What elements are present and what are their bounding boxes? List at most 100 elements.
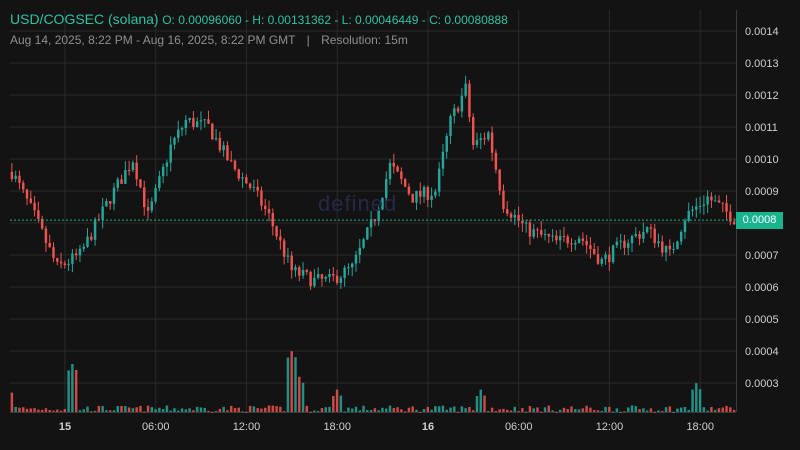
candle-body [471,117,475,145]
candle-body [494,152,498,170]
volume-bar [309,411,312,413]
volume-bar [328,406,331,412]
volume-bar [615,408,619,412]
volume-bar [229,405,233,412]
candle-body [173,137,176,145]
candle-body [536,229,539,231]
candle-body [286,255,290,257]
candle-body [67,263,70,265]
volume-bar [570,406,573,412]
candle-body [415,191,418,203]
volume-bar [339,395,343,412]
candle-body [233,160,237,170]
volume-bar [143,411,146,413]
candle-body [702,204,706,206]
volume-bar [702,407,706,412]
y-tick-label: 0.0011 [745,122,778,134]
pair-name[interactable]: USD/COGSEC (solana) [10,11,159,27]
candle-body [649,227,653,229]
volume-bar [608,406,611,412]
candle-body [362,239,365,248]
candle-body [630,236,634,244]
candle-body [301,270,305,276]
candle-body [581,238,585,241]
volume-bar [419,411,422,413]
candle-body [437,168,441,192]
volume-bar [596,410,600,412]
date-range: Aug 14, 2025, 8:22 PM - Aug 16, 2025, 8:… [10,33,296,47]
volume-bar [649,408,653,412]
candle-body [248,183,252,188]
volume-bar [487,411,490,413]
volume-bar [589,407,592,412]
candle-body [332,274,335,276]
x-tick-label: 18:00 [686,421,714,433]
volume-bar [471,410,475,412]
candle-body [86,236,89,247]
volume-bar [63,409,67,412]
candle-body [596,254,600,264]
volume-bar [437,406,441,412]
candle-body [638,234,641,239]
volume-bar [343,411,346,413]
volume-bar [298,376,301,412]
y-tick-label: 0.0014 [745,26,779,38]
candle-body [29,198,33,203]
candle-body [490,132,494,153]
volume-bar [581,408,585,412]
candle-body [316,274,320,278]
candle-body [279,236,282,241]
candle-body [434,191,437,196]
volume-bar [502,408,505,412]
volume-bar [600,410,603,412]
candle-body [10,171,14,179]
volume-bar [498,409,501,412]
candle-body [199,120,203,122]
volume-bar [717,408,721,412]
volume-bar [532,408,535,412]
candle-body [627,243,630,248]
candle-body [729,211,732,222]
candle-body [566,236,569,244]
candle-body [211,123,214,140]
candle-body [498,169,501,191]
candle-body [101,206,104,220]
volume-bar [124,406,127,412]
volume-bar [679,407,683,412]
candle-body [562,235,566,237]
resolution-label[interactable]: Resolution: 15m [321,33,408,47]
candle-body [74,253,78,256]
candle-body [611,245,615,263]
volume-bar [226,410,229,412]
volume-bar [400,409,403,412]
volume-bar [362,405,365,412]
volume-bar [521,408,524,412]
candle-body [59,261,63,264]
volume-bar [392,407,396,412]
volume-bar [653,411,656,413]
volume-bar [464,408,467,412]
volume-bar [540,411,543,413]
candle-body [222,145,225,151]
volume-bar [687,410,690,412]
candle-body [298,267,301,276]
volume-bar [290,351,293,412]
volume-bar [479,389,482,412]
volume-bar [97,405,101,412]
candle-body [165,162,169,167]
volume-bar [430,409,433,412]
candle-body [521,220,524,224]
candle-body [188,118,191,120]
candle-body [385,179,388,198]
candle-body [105,201,108,207]
candle-body [430,195,433,200]
volume-bar [698,389,702,412]
candle-body [695,206,698,210]
volume-bar [67,370,70,412]
candle-body [411,193,414,203]
x-tick-label: 12:00 [596,421,624,433]
volume-bar [396,407,399,412]
volume-bar [260,408,263,412]
